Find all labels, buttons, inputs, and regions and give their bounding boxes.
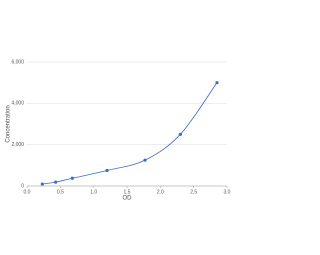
point [215, 81, 219, 85]
x-tick-label: 0.5 [57, 189, 64, 195]
y-tick-label: 6,000 [11, 59, 24, 65]
chart: OD Concentration 0 2,000 4,000 6,000 0.0 0.5 1… [6, 59, 231, 202]
y-tick-label: 2,000 [11, 142, 24, 148]
y-tick-label: 0 [21, 183, 24, 189]
x-tick-label: 2.5 [190, 189, 197, 195]
point [40, 182, 44, 186]
x-tick-label: 0.0 [24, 189, 31, 195]
point [54, 180, 58, 184]
point [105, 168, 109, 173]
x-tick-label: 2.0 [157, 189, 164, 195]
x-axis-label: OD [123, 196, 133, 202]
point [178, 132, 182, 136]
x-tick-label: 1.0 [90, 189, 97, 195]
curve [42, 82, 218, 185]
x-tick-label: 3.0 [224, 189, 231, 195]
point [143, 158, 147, 162]
y-tick-label: 4,000 [11, 101, 24, 107]
x-tick-label: 1.5 [124, 189, 131, 195]
point [70, 176, 74, 180]
y-axis-label: Concentration [6, 105, 12, 142]
